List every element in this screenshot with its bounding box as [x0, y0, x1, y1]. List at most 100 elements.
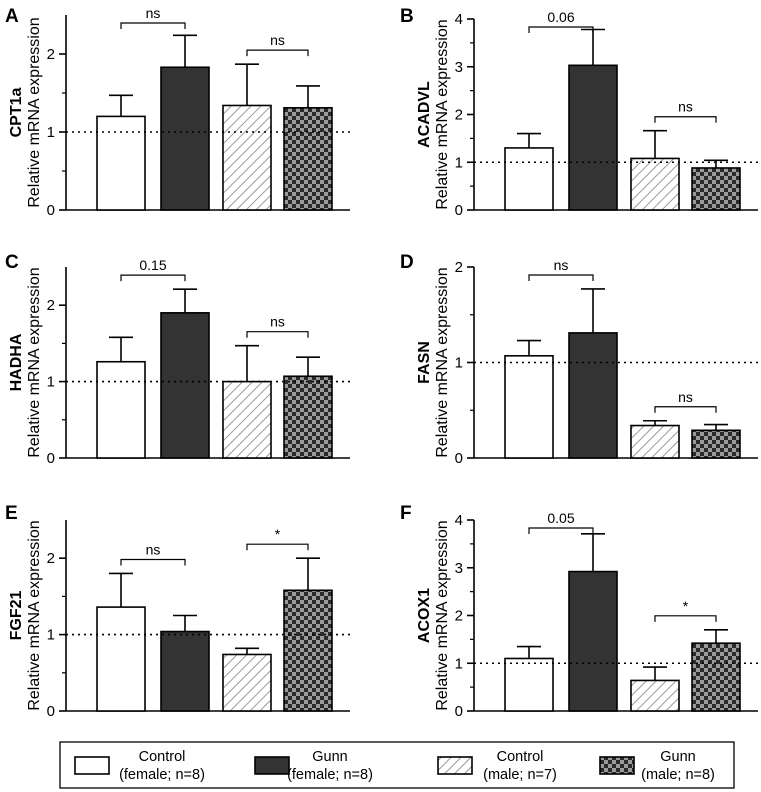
legend-label: Gunn [312, 749, 347, 765]
bar [630, 157, 680, 211]
y-tick-label: 1 [47, 124, 55, 141]
y-tick-label: 2 [47, 550, 55, 567]
bar [283, 375, 333, 459]
bar [568, 64, 618, 211]
y-tick-label: 1 [47, 374, 55, 391]
y-tick-label: 0 [47, 450, 55, 467]
y-tick-label: 1 [455, 355, 463, 372]
y-axis-gene-label: ACOX1 [416, 588, 433, 643]
y-axis-label: Relative mRNA expression [434, 520, 451, 710]
bar [160, 312, 210, 459]
y-axis-label: Relative mRNA expression [434, 267, 451, 457]
y-tick-label: 0 [47, 703, 55, 720]
comparison-bracket [654, 615, 717, 622]
y-tick-label: 3 [455, 560, 463, 577]
y-axis-gene-label: HADHA [8, 333, 25, 391]
y-tick-label: 2 [47, 297, 55, 314]
comparison-label: ns [146, 5, 161, 21]
panel-letter: C [5, 252, 19, 273]
comparison-bracket [120, 274, 186, 282]
comparison-bracket [246, 331, 309, 338]
legend-label-detail: (female; n=8) [119, 767, 205, 783]
bar [691, 642, 741, 712]
panel-letter: A [5, 6, 19, 27]
comparison-label: * [683, 598, 689, 614]
comparison-label: ns [270, 314, 285, 330]
y-tick-label: 1 [455, 655, 463, 672]
y-axis-label: Relative mRNA expression [434, 19, 451, 209]
y-axis-gene-label: FGF21 [8, 591, 25, 641]
panel-B: B 0 1 2 3 4 ACADVL Relative mRNA expression 0.06… [400, 6, 758, 219]
bar [222, 653, 272, 712]
y-axis-gene-label: ACADVL [416, 81, 433, 148]
bar [96, 115, 146, 211]
comparison-label: ns [678, 99, 693, 115]
panel-letter: E [5, 503, 18, 524]
y-axis-label: Relative mRNA expression [26, 267, 43, 457]
bar [691, 167, 741, 211]
comparison-bracket [120, 558, 186, 566]
comparison-label: 0.06 [547, 9, 574, 25]
legend-label: Control [139, 749, 186, 765]
bar [283, 589, 333, 712]
legend-label-detail: (male; n=8) [641, 767, 715, 783]
panel-F: F 0 1 2 3 4 ACOX1 Relative mRNA expression 0.05 * [400, 503, 758, 720]
y-tick-label: 0 [47, 202, 55, 219]
y-tick-label: 0 [455, 202, 463, 219]
bar [96, 606, 146, 712]
panel-A: A 0 1 2 CPT1a Relative mRNA expression ns ns [5, 5, 350, 219]
bar [504, 147, 554, 211]
bar [691, 429, 741, 459]
y-axis-gene-label: FASN [416, 341, 433, 384]
y-tick-label: 3 [455, 59, 463, 76]
comparison-label: 0.15 [139, 257, 166, 273]
comparison-bracket [528, 527, 594, 534]
legend-label-detail: (female; n=8) [287, 767, 373, 783]
comparison-bracket [528, 274, 594, 281]
bar [630, 679, 680, 712]
bar [96, 360, 146, 459]
bar [568, 570, 618, 712]
y-tick-label: 4 [455, 11, 463, 28]
y-tick-label: 0 [455, 450, 463, 467]
bar [222, 104, 272, 211]
y-tick-label: 1 [47, 627, 55, 644]
y-axis-label: Relative mRNA expression [26, 520, 43, 710]
comparison-bracket [246, 543, 309, 551]
legend-swatch [74, 756, 110, 775]
y-axis-gene-label: CPT1a [8, 88, 25, 138]
bar [504, 657, 554, 712]
y-tick-label: 4 [455, 512, 463, 529]
comparison-bracket [654, 116, 717, 123]
bar [222, 380, 272, 459]
legend: Control (female; n=8) Gunn (female; n=8) Con… [59, 741, 735, 789]
y-tick-label: 2 [455, 608, 463, 625]
comparison-bracket [246, 49, 309, 57]
y-tick-label: 2 [455, 259, 463, 276]
legend-label: Control [497, 749, 544, 765]
comparison-bracket [654, 406, 717, 413]
legend-swatch [599, 756, 635, 775]
comparison-label: ns [678, 389, 693, 405]
comparison-label: ns [554, 257, 569, 273]
legend-swatch [254, 756, 290, 775]
comparison-label: 0.05 [547, 510, 574, 526]
bar [630, 424, 680, 459]
comparison-bracket [528, 26, 594, 33]
panel-letter: B [400, 6, 414, 27]
comparison-label: ns [270, 32, 285, 48]
y-tick-label: 1 [455, 154, 463, 171]
legend-label: Gunn [660, 749, 695, 765]
legend-label-detail: (male; n=7) [483, 767, 557, 783]
y-tick-label: 2 [455, 107, 463, 124]
panel-E: E 0 1 2 FGF21 Relative mRNA expression ns * [5, 503, 350, 720]
bar [568, 332, 618, 459]
bar [283, 107, 333, 211]
y-axis-label: Relative mRNA expression [26, 17, 43, 207]
y-tick-label: 2 [47, 46, 55, 63]
y-tick-label: 0 [455, 703, 463, 720]
panel-C: C 0 1 2 HADHA Relative mRNA expression 0.15 ns [5, 252, 350, 467]
bar [504, 355, 554, 459]
